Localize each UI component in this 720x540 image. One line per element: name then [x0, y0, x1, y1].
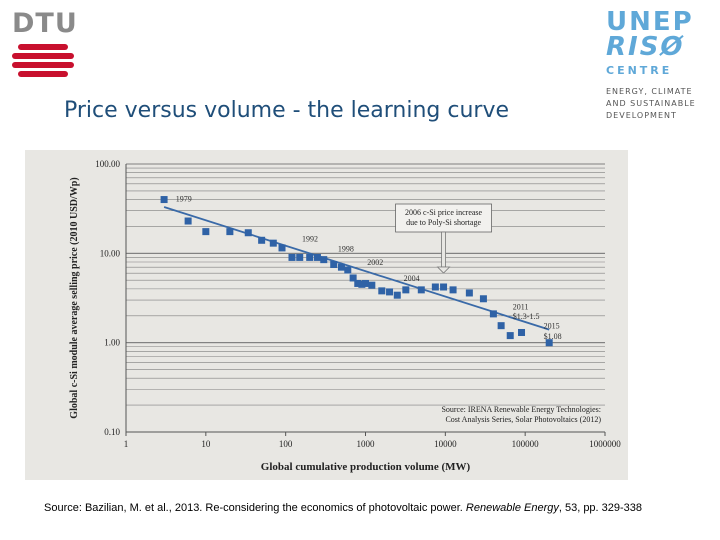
y-tick-label: 100.00	[95, 159, 120, 169]
point-annotation: 1998	[338, 244, 354, 253]
data-point	[465, 289, 473, 297]
source-suffix: , 53, pp. 329-338	[558, 502, 643, 514]
y-tick-label: 1.00	[104, 338, 120, 348]
y-axis-title: Global c-Si module average selling price…	[69, 177, 80, 418]
data-point	[344, 266, 352, 274]
data-point	[368, 281, 376, 289]
point-annotation: $1.08	[544, 332, 562, 341]
x-tick-label: 1000	[357, 439, 376, 449]
callout-text: 2006 c-Si price increase	[405, 208, 483, 217]
trend-line	[163, 206, 550, 331]
data-point	[244, 229, 252, 237]
data-point	[349, 274, 357, 282]
trend-group	[163, 206, 550, 331]
chart-grid	[125, 163, 605, 433]
axis-labels: 0.10 1.00 10.00 100.00 1 10 100 1000 10000 100000…	[69, 159, 621, 473]
data-point	[479, 295, 487, 303]
dtu-logo-bar	[18, 44, 68, 50]
data-point	[337, 263, 345, 271]
data-point	[226, 228, 234, 236]
y-tick-label: 0.10	[104, 427, 120, 437]
unep-riso-logo: UNEP RISØ CENTRE ENERGY, CLIMATE AND SUS…	[606, 7, 711, 122]
annotations: 1979 1992 1998 2002 2004 2011$1.3-1.5 2015 $1.0…	[176, 195, 602, 424]
data-point	[506, 332, 514, 340]
data-point	[386, 288, 394, 296]
source-prefix: Source: Bazilian, M. et al., 2013. Re-co…	[44, 502, 466, 514]
unep-tagline-line: ENERGY, CLIMATE	[606, 87, 693, 96]
unep-logo-line3: CENTRE	[606, 64, 673, 77]
unep-tagline: ENERGY, CLIMATE AND SUSTAINABLE DEVELOPM…	[606, 86, 711, 122]
data-point	[296, 253, 304, 261]
dtu-logo-bar	[12, 53, 74, 59]
chart-source-note: Cost Analysis Series, Solar Photovoltaic…	[445, 415, 601, 424]
x-tick-label: 1000000	[589, 439, 621, 449]
point-annotation: 1979	[176, 195, 192, 204]
callout-arrow-head	[436, 266, 451, 274]
point-annotation: 2002	[367, 258, 383, 267]
learning-curve-chart: 1979 1992 1998 2002 2004 2011 $1.3-1.5 2015 $1.0…	[25, 150, 628, 480]
point-annotation: 1992	[302, 235, 318, 244]
unep-logo-line2: RISØ	[606, 32, 685, 62]
data-point	[362, 279, 369, 287]
data-point	[440, 283, 448, 291]
data-point	[258, 236, 266, 244]
data-point	[358, 280, 366, 288]
y-tick-label: 10.00	[100, 248, 121, 258]
data-point	[449, 286, 457, 294]
x-tick-label: 100000	[512, 439, 540, 449]
point-annotation: 2004	[404, 274, 420, 283]
data-point	[378, 287, 386, 295]
data-point	[545, 339, 553, 347]
data-point	[320, 256, 328, 264]
unep-tagline-line: AND SUSTAINABLE	[606, 99, 696, 108]
data-point	[393, 291, 401, 299]
data-point	[497, 322, 505, 330]
data-point	[402, 286, 410, 294]
slide-title: Price versus volume - the learning curve	[64, 98, 510, 123]
data-point	[184, 217, 192, 225]
x-tick-label: 10000	[434, 439, 457, 449]
data-point	[306, 253, 314, 261]
unep-tagline-line: DEVELOPMENT	[606, 111, 677, 120]
data-point	[313, 253, 321, 261]
x-tick-label: 1	[124, 439, 129, 449]
point-annotation: 2015	[544, 321, 560, 330]
data-point	[354, 279, 362, 287]
chart-source-note: Source: IRENA Renewable Energy Technolog…	[441, 405, 601, 414]
dtu-logo-bar	[12, 62, 74, 68]
callout-text: due to Poly-Si shortage	[406, 218, 481, 227]
data-point	[278, 244, 286, 252]
data-point	[330, 260, 338, 268]
dtu-logo-text: DTU	[12, 8, 78, 39]
source-journal: Renewable Energy	[465, 502, 559, 514]
data-point	[518, 328, 526, 336]
chart-svg: 1979 1992 1998 2002 2004 2011$1.3-1.5 2015 $1.0…	[69, 159, 621, 473]
data-points	[160, 196, 553, 347]
point-annotation: 2011	[513, 303, 529, 312]
source-citation: Source: Bazilian, M. et al., 2013. Re-co…	[44, 502, 642, 514]
data-point	[288, 253, 296, 261]
data-point	[269, 239, 277, 247]
data-point	[160, 196, 168, 204]
point-annotation: $1.3-1.5	[513, 312, 540, 321]
callout-arrow-shaft	[441, 231, 446, 268]
data-point	[417, 286, 425, 294]
unep-logo-line1: UNEP	[606, 7, 694, 37]
x-tick-label: 10	[201, 439, 211, 449]
x-axis-title: Global cumulative production volume (MW)	[261, 461, 471, 473]
data-point	[489, 310, 497, 318]
data-point	[431, 283, 439, 291]
x-tick-label: 100	[279, 439, 293, 449]
data-point	[202, 228, 210, 236]
dtu-logo-bar	[18, 71, 68, 77]
dtu-logo: DTU	[12, 8, 77, 80]
